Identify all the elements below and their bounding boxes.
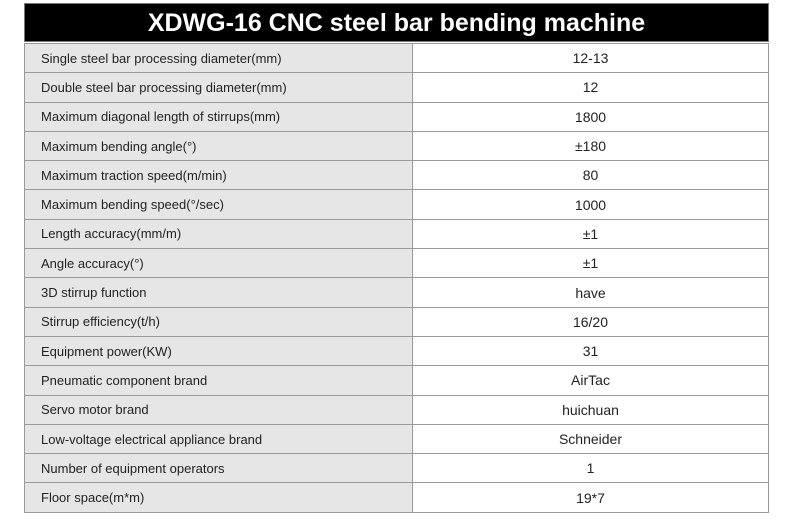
- spec-name: Floor space(m*m): [24, 482, 413, 513]
- spec-row: Pneumatic component brand AirTac: [24, 365, 769, 396]
- spec-value: AirTac: [412, 365, 769, 396]
- spec-name: Maximum bending angle(°): [24, 130, 413, 162]
- table-body: Single steel bar processing diameter(mm)…: [24, 42, 769, 513]
- spec-row: Floor space(m*m) 19*7: [24, 482, 769, 513]
- spec-name: Number of equipment operators: [24, 453, 413, 484]
- spec-value: 80: [412, 160, 769, 191]
- spec-row: Maximum bending speed(°/sec) 1000: [24, 189, 769, 220]
- spec-row: Length accuracy(mm/m) ±1: [24, 218, 769, 250]
- spec-name: Single steel bar processing diameter(mm): [24, 42, 413, 74]
- spec-row: Stirrup efficiency(t/h) 16/20: [24, 306, 769, 337]
- spec-value: ±1: [412, 218, 769, 250]
- spec-row: Maximum bending angle(°) ±180: [24, 130, 769, 162]
- spec-row: Single steel bar processing diameter(mm)…: [24, 42, 769, 74]
- spec-name: Stirrup efficiency(t/h): [24, 306, 413, 337]
- spec-name: Double steel bar processing diameter(mm): [24, 72, 413, 103]
- spec-row: Number of equipment operators 1: [24, 453, 769, 484]
- spec-row: 3D stirrup function have: [24, 277, 769, 308]
- title: XDWG-16 CNC steel bar bending machine: [24, 3, 769, 42]
- spec-row: Servo motor brand huichuan: [24, 394, 769, 425]
- spec-name: Maximum traction speed(m/min): [24, 160, 413, 191]
- spec-value: 16/20: [412, 306, 769, 337]
- spec-value: 12-13: [412, 42, 769, 74]
- spec-value: 1800: [412, 101, 769, 132]
- spec-value: have: [412, 277, 769, 308]
- spec-sheet: XDWG-16 CNC steel bar bending machine Si…: [24, 3, 769, 513]
- spec-table: Single steel bar processing diameter(mm)…: [24, 42, 769, 513]
- spec-value: huichuan: [412, 394, 769, 425]
- spec-value: 1000: [412, 189, 769, 220]
- spec-name: Angle accuracy(°): [24, 248, 413, 279]
- spec-row: Angle accuracy(°) ±1: [24, 248, 769, 279]
- spec-value: 31: [412, 335, 769, 367]
- spec-value: 19*7: [412, 482, 769, 513]
- spec-row: Equipment power(KW) 31: [24, 335, 769, 367]
- spec-row: Maximum diagonal length of stirrups(mm) 1…: [24, 101, 769, 132]
- spec-value: 1: [412, 453, 769, 484]
- spec-value: ±1: [412, 248, 769, 279]
- spec-name: Equipment power(KW): [24, 335, 413, 367]
- spec-value: 12: [412, 72, 769, 103]
- spec-row: Double steel bar processing diameter(mm)…: [24, 72, 769, 103]
- spec-value: ±180: [412, 130, 769, 162]
- spec-name: Low-voltage electrical appliance brand: [24, 423, 413, 455]
- spec-name: Pneumatic component brand: [24, 365, 413, 396]
- spec-name: Maximum bending speed(°/sec): [24, 189, 413, 220]
- spec-value: Schneider: [412, 423, 769, 455]
- spec-row: Low-voltage electrical appliance brand Sc…: [24, 423, 769, 455]
- spec-name: 3D stirrup function: [24, 277, 413, 308]
- spec-name: Maximum diagonal length of stirrups(mm): [24, 101, 413, 132]
- spec-name: Servo motor brand: [24, 394, 413, 425]
- spec-name: Length accuracy(mm/m): [24, 218, 413, 250]
- spec-row: Maximum traction speed(m/min) 80: [24, 160, 769, 191]
